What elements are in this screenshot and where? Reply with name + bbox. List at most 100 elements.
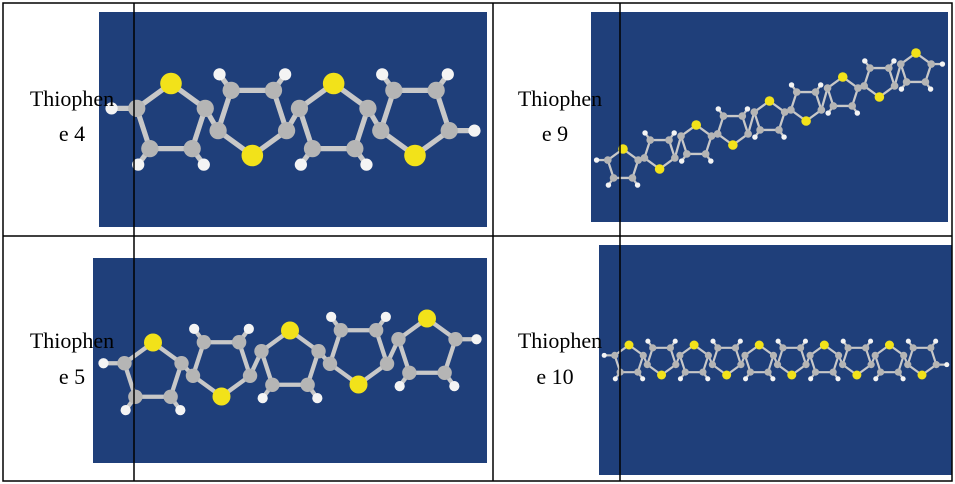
- sulfur-atom: [885, 341, 894, 350]
- molecule-image: [591, 12, 948, 222]
- carbon-atom: [812, 88, 820, 96]
- carbon-atom: [682, 369, 689, 376]
- carbon-atom: [839, 361, 846, 368]
- carbon-atom: [714, 344, 721, 351]
- carbon-atom: [640, 352, 647, 359]
- hydrogen-atom: [891, 58, 896, 63]
- hydrogen-atom: [899, 86, 904, 91]
- carbon-atom: [304, 140, 321, 157]
- carbon-atom: [802, 361, 809, 368]
- molecule-image: [599, 245, 952, 475]
- hydrogen-atom: [442, 68, 454, 80]
- hydrogen-atom: [835, 376, 840, 381]
- carbon-atom: [629, 174, 637, 182]
- carbon-atom: [677, 132, 685, 140]
- carbon-atom: [732, 344, 739, 351]
- sulfur-atom: [213, 388, 231, 406]
- carbon-atom: [868, 361, 875, 368]
- carbon-atom: [737, 361, 744, 368]
- hydrogen-atom: [781, 134, 786, 139]
- hydrogen-atom: [743, 376, 748, 381]
- carbon-atom: [830, 369, 837, 376]
- sulfur-atom: [911, 48, 921, 58]
- carbon-atom: [223, 82, 240, 99]
- carbon-atom: [441, 122, 458, 139]
- sulfur-atom: [820, 341, 829, 350]
- carbon-atom: [844, 344, 851, 351]
- carbon-atom: [291, 100, 308, 117]
- image-background: [591, 12, 948, 222]
- carbon-atom: [885, 64, 893, 72]
- carbon-atom: [265, 378, 279, 392]
- carbon-atom: [812, 369, 819, 376]
- carbon-atom: [676, 352, 683, 359]
- carbon-atom: [665, 136, 673, 144]
- hydrogen-atom: [244, 324, 254, 334]
- sulfur-atom: [323, 73, 345, 95]
- carbon-atom: [705, 352, 712, 359]
- sulfur-atom: [755, 341, 764, 350]
- carbon-atom: [900, 352, 907, 359]
- carbon-atom: [738, 112, 746, 120]
- sulfur-atom: [691, 120, 701, 130]
- hydrogen-atom: [381, 312, 391, 322]
- hydrogen-atom: [471, 334, 481, 344]
- hydrogen-atom: [944, 362, 949, 367]
- hydrogen-atom: [855, 110, 860, 115]
- cell-label: e 5: [59, 364, 85, 389]
- carbon-atom: [910, 344, 917, 351]
- carbon-atom: [402, 366, 416, 380]
- carbon-atom: [922, 78, 930, 86]
- sulfur-atom: [160, 73, 182, 95]
- sulfur-atom: [801, 116, 811, 126]
- hydrogen-atom: [705, 376, 710, 381]
- carbon-atom: [756, 126, 764, 134]
- carbon-atom: [265, 82, 282, 99]
- hydrogen-atom: [901, 376, 906, 381]
- hydrogen-atom: [594, 157, 599, 162]
- carbon-atom: [186, 369, 200, 383]
- molecule-image: [99, 12, 487, 227]
- hydrogen-atom: [360, 159, 372, 171]
- sulfur-atom: [787, 371, 796, 380]
- hydrogen-atom: [189, 324, 199, 334]
- sulfur-atom: [281, 322, 299, 340]
- carbon-atom: [672, 361, 679, 368]
- carbon-atom: [128, 100, 145, 117]
- cell-label: Thiophen: [518, 86, 602, 111]
- hydrogen-atom: [258, 393, 268, 403]
- carbon-atom: [818, 106, 826, 114]
- cell-label: e 4: [59, 121, 85, 146]
- hydrogen-atom: [825, 110, 830, 115]
- hydrogen-atom: [862, 58, 867, 63]
- carbon-atom: [709, 361, 716, 368]
- hydrogen-atom: [376, 68, 388, 80]
- carbon-atom: [770, 352, 777, 359]
- carbon-atom: [741, 352, 748, 359]
- sulfur-atom: [655, 164, 665, 174]
- carbon-atom: [243, 369, 257, 383]
- hydrogen-atom: [613, 376, 618, 381]
- hydrogen-atom: [873, 376, 878, 381]
- hydrogen-atom: [868, 339, 873, 344]
- carbon-atom: [835, 352, 842, 359]
- hydrogen-atom: [642, 130, 647, 135]
- hydrogen-atom: [121, 405, 131, 415]
- sulfur-atom: [242, 145, 264, 167]
- carbon-atom: [903, 78, 911, 86]
- sulfur-atom: [765, 96, 775, 106]
- carbon-atom: [346, 140, 363, 157]
- carbon-atom: [744, 130, 752, 138]
- sulfur-atom: [404, 145, 426, 167]
- carbon-atom: [646, 136, 654, 144]
- hydrogen-atom: [606, 182, 611, 187]
- hydrogen-atom: [295, 159, 307, 171]
- hydrogen-atom: [776, 339, 781, 344]
- carbon-atom: [232, 335, 246, 349]
- sulfur-atom: [690, 341, 699, 350]
- carbon-atom: [385, 82, 402, 99]
- carbon-atom: [904, 361, 911, 368]
- carbon-atom: [610, 174, 618, 182]
- carbon-atom: [649, 344, 656, 351]
- carbon-atom: [702, 150, 710, 158]
